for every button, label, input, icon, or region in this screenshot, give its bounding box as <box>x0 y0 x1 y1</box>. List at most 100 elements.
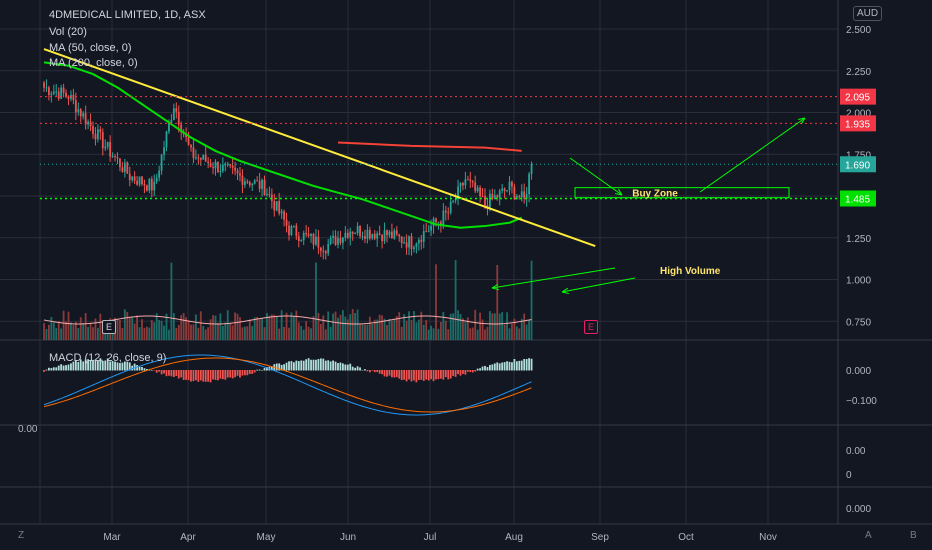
ma200-legend[interactable]: MA (200, close, 0) <box>49 57 138 69</box>
macd-histogram-bar <box>359 367 361 371</box>
volume-bar <box>278 328 281 340</box>
macd-histogram-bar <box>82 361 85 371</box>
volume-bar <box>393 319 396 340</box>
volume-bar <box>351 309 354 340</box>
volume-bar <box>501 312 504 340</box>
price-tick-label: 0.750 <box>846 317 871 328</box>
volume-bar <box>297 322 300 340</box>
candle-body <box>214 161 217 169</box>
candle-body <box>312 233 315 245</box>
macd-histogram-bar <box>297 361 300 371</box>
candle-body <box>177 112 180 125</box>
macd-histogram-bar <box>400 370 403 381</box>
volume-bar <box>165 313 168 340</box>
macd-histogram-bar <box>146 369 148 371</box>
candle-body <box>99 129 102 133</box>
zoom-button[interactable]: Z <box>18 530 25 541</box>
volume-bar <box>146 326 148 340</box>
candle-body <box>452 200 455 202</box>
macd-histogram-bar <box>386 370 388 377</box>
currency-button[interactable]: AUD <box>853 6 883 21</box>
candle-body <box>444 210 447 213</box>
macd-legend[interactable]: MACD (12, 26, close, 9) <box>49 352 167 364</box>
macd-histogram-bar <box>442 370 445 380</box>
volume-bar <box>486 326 489 340</box>
macd-histogram-bar <box>354 367 357 371</box>
volume-bar <box>89 322 92 340</box>
candle-body <box>457 186 459 200</box>
macd-histogram-bar <box>190 370 192 382</box>
volume-bar <box>192 324 195 340</box>
macd-histogram-bar <box>327 360 330 371</box>
macd-histogram-bar <box>518 360 521 371</box>
macd-histogram-bar <box>60 364 63 371</box>
candle-body <box>310 233 312 236</box>
time-tick-label: Jul <box>424 532 437 543</box>
macd-histogram-bar <box>486 367 489 371</box>
candle-body <box>361 236 364 238</box>
candle-body <box>515 196 518 199</box>
volume-bar <box>447 329 450 340</box>
candle-body <box>398 234 401 237</box>
candle-body <box>106 142 109 147</box>
candle-body <box>327 243 330 254</box>
earnings-badge-2[interactable]: E <box>584 320 598 334</box>
volume-bar <box>395 316 398 340</box>
candle-body <box>199 157 202 160</box>
macd-histogram-bar <box>466 370 469 372</box>
price-label: 1.690 <box>845 160 870 171</box>
candle-body <box>408 236 410 248</box>
macd-histogram-bar <box>70 363 72 371</box>
candle-body <box>432 218 435 227</box>
volume-bar <box>195 314 197 340</box>
volume-bar <box>234 312 236 340</box>
candle-body <box>491 193 494 199</box>
macd-histogram-bar <box>153 370 156 371</box>
candle-body <box>319 247 322 251</box>
macd-histogram-bar <box>43 370 45 372</box>
candle-body <box>425 231 428 233</box>
volume-bar <box>444 320 447 340</box>
macd-histogram-bar <box>332 360 334 371</box>
volume-bar <box>415 322 418 340</box>
auto-scale-button[interactable]: A <box>865 530 872 541</box>
macd-tick-label: −0.100 <box>846 396 877 407</box>
macd-histogram-bar <box>295 360 298 371</box>
candle-body <box>170 120 173 123</box>
volume-bar <box>133 323 136 340</box>
symbol-title[interactable]: 4DMEDICAL LIMITED, 1D, ASX <box>49 9 206 21</box>
candle-body <box>258 180 261 189</box>
macd-histogram-bar <box>45 369 48 371</box>
candle-body <box>168 122 170 132</box>
volume-bar <box>508 328 511 340</box>
candle-body <box>329 237 332 244</box>
log-scale-button[interactable]: B <box>910 530 917 541</box>
volume-bar <box>158 320 161 340</box>
macd-histogram-bar <box>97 360 99 371</box>
candle-body <box>410 236 413 250</box>
candle-body <box>376 233 379 239</box>
earnings-badge-1[interactable]: E <box>102 320 116 334</box>
candle-body <box>508 181 511 191</box>
macd-histogram-bar <box>312 359 315 371</box>
macd-histogram-bar <box>525 359 528 371</box>
candle-body <box>368 229 371 239</box>
macd-histogram-bar <box>315 359 317 371</box>
volume-bar <box>479 312 481 340</box>
macd-histogram-bar <box>413 370 415 381</box>
price-label: 1.485 <box>845 195 870 206</box>
macd-histogram-bar <box>155 370 158 373</box>
ma50-legend[interactable]: MA (50, close, 0) <box>49 42 132 54</box>
macd-histogram-bar <box>116 362 119 371</box>
macd-histogram-bar <box>366 370 369 372</box>
candle-body <box>185 134 187 138</box>
volume-legend[interactable]: Vol (20) <box>49 26 87 38</box>
buy-zone-label: Buy Zone <box>632 189 678 200</box>
macd-histogram-bar <box>219 370 222 379</box>
volume-bar <box>168 329 170 340</box>
macd-histogram-bar <box>452 370 455 376</box>
volume-bar <box>141 319 143 340</box>
volume-bar <box>442 311 445 340</box>
volume-bar <box>300 325 303 340</box>
